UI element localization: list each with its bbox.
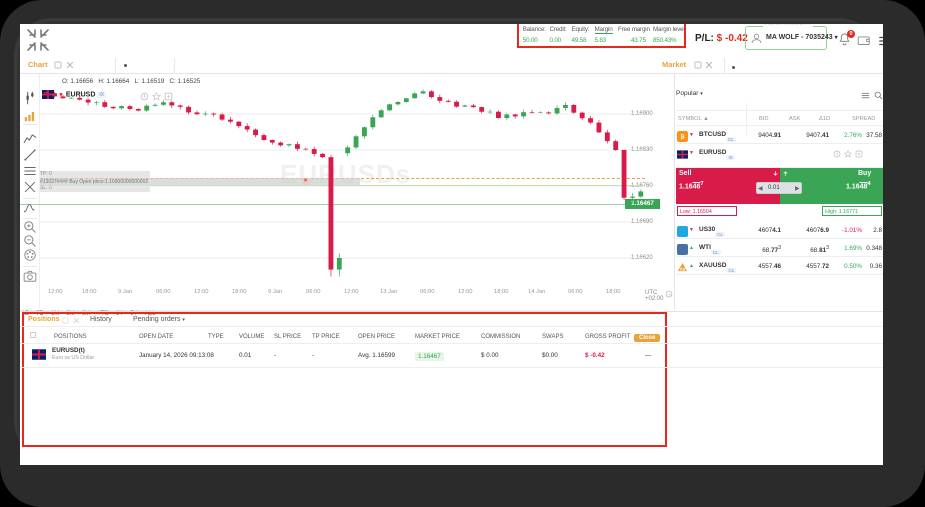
svg-text:Au: Au	[680, 266, 686, 271]
svg-text:₿: ₿	[680, 133, 684, 140]
